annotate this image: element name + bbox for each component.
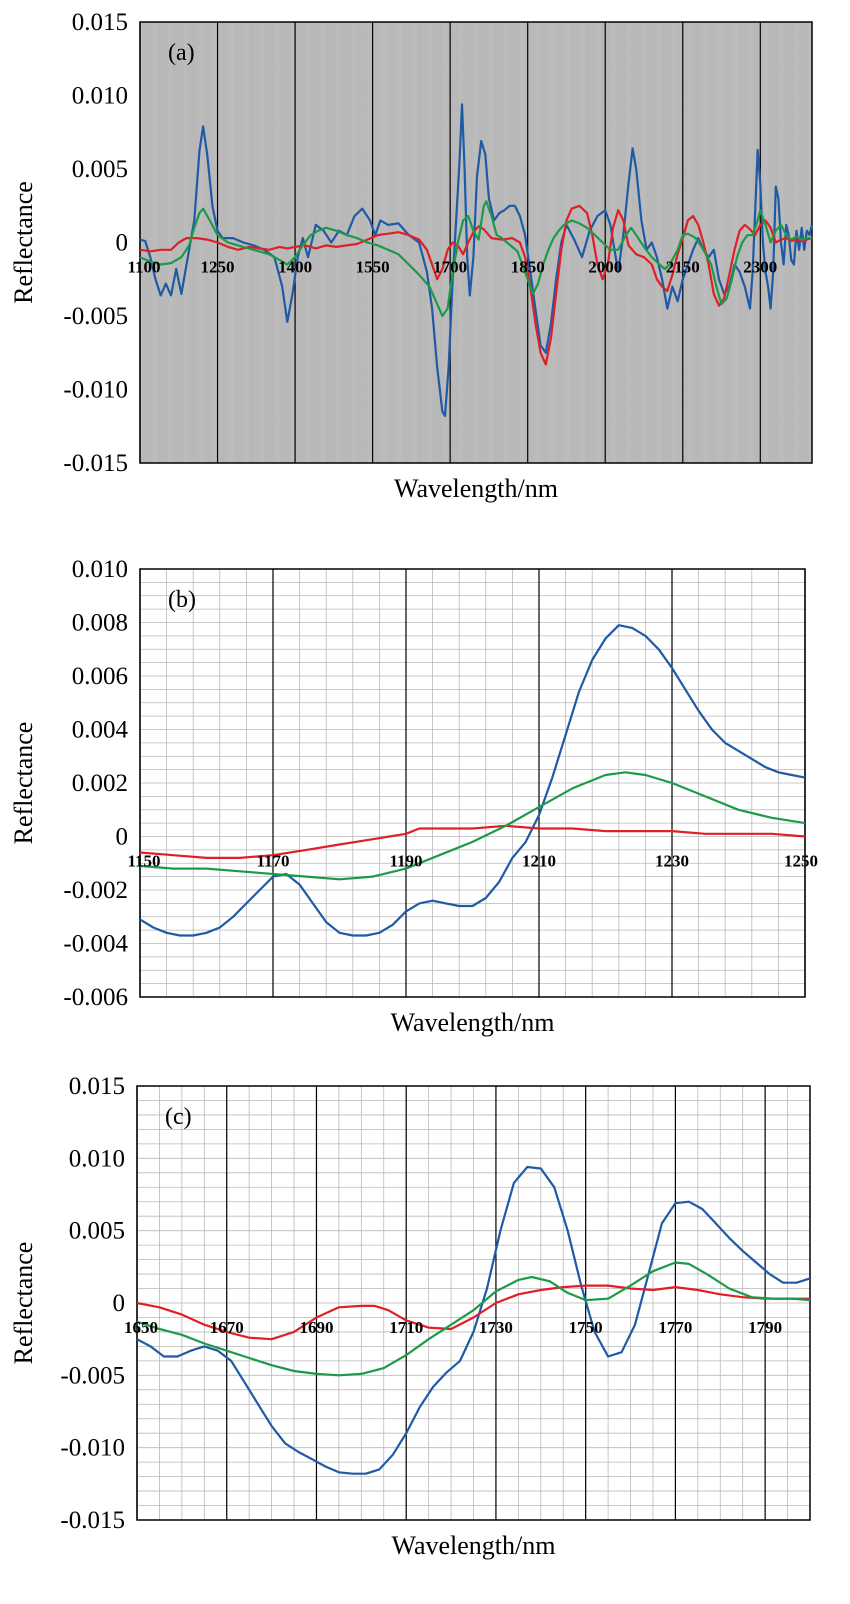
y-tick-label: 0.010 — [69, 1145, 125, 1172]
x-tick-label: 1730 — [479, 1318, 513, 1337]
x-tick-label: 1550 — [356, 258, 390, 277]
y-tick-label: 0.008 — [72, 610, 128, 637]
y-tick-label: -0.006 — [63, 984, 128, 1011]
x-tick-label: 2300 — [743, 258, 777, 277]
y-tick-label: 0 — [116, 230, 129, 257]
y-tick-label: 0.005 — [69, 1218, 125, 1245]
y-tick-label: 0.005 — [72, 156, 128, 183]
y-axis-title: Reflectance — [9, 181, 38, 304]
x-tick-label: 1400 — [278, 258, 312, 277]
x-tick-label: 1170 — [256, 852, 289, 871]
x-tick-label: 2150 — [666, 258, 700, 277]
x-tick-label: 1150 — [127, 852, 160, 871]
x-axis-title: Wavelength/nm — [394, 474, 558, 503]
x-tick-label: 1230 — [655, 852, 689, 871]
y-tick-label: 0.010 — [72, 556, 128, 583]
y-tick-label: -0.005 — [60, 1362, 125, 1389]
x-tick-label: 1100 — [127, 258, 160, 277]
y-tick-label: 0 — [113, 1290, 126, 1317]
y-tick-label: 0.004 — [72, 717, 129, 744]
y-axis-title: Reflectance — [9, 1242, 38, 1365]
y-tick-label: -0.015 — [60, 1507, 125, 1534]
x-tick-label: 1250 — [201, 258, 235, 277]
y-tick-label: 0.002 — [72, 770, 128, 797]
y-tick-label: -0.010 — [63, 377, 128, 404]
x-tick-label: 1750 — [569, 1318, 603, 1337]
panel-label: (c) — [165, 1104, 192, 1130]
series-line-2 — [139, 204, 813, 366]
x-tick-label: 2000 — [588, 258, 622, 277]
x-tick-label: 1670 — [210, 1318, 244, 1337]
minor-grid — [140, 569, 805, 997]
chart-panel-3: 0.015 0.010 0.005 0 -0.005 -0.010 -0.015 1650 16… — [9, 1073, 811, 1560]
panel-label: (b) — [168, 587, 196, 613]
series-line-2 — [136, 1284, 810, 1341]
x-tick-label: 1770 — [658, 1318, 692, 1337]
x-tick-label: 1690 — [299, 1318, 333, 1337]
series-line-1 — [136, 1165, 811, 1475]
plot-frame — [139, 568, 806, 998]
x-tick-label: 1710 — [389, 1318, 423, 1337]
y-tick-label: 0.015 — [72, 9, 128, 36]
plot-frame — [139, 21, 813, 464]
series-line-3 — [139, 200, 812, 318]
x-tick-label: 1190 — [389, 852, 422, 871]
y-tick-label: -0.004 — [63, 931, 128, 958]
y-axis-title: Reflectance — [9, 722, 38, 845]
y-tick-label: -0.005 — [63, 303, 128, 330]
y-tick-label: -0.002 — [63, 877, 128, 904]
y-tick-label: -0.010 — [60, 1435, 125, 1462]
series-line-2 — [139, 824, 806, 859]
x-tick-label: 1210 — [522, 852, 556, 871]
x-tick-label: 1250 — [784, 852, 818, 871]
y-tick-label: 0 — [116, 824, 129, 851]
series-line-1 — [139, 624, 806, 937]
series-line-3 — [136, 1261, 811, 1377]
chart-panel-2: 0.010 0.008 0.006 0.004 0.002 0 -0.002 -0.004 -0… — [9, 556, 818, 1037]
series-line-1 — [139, 103, 814, 418]
y-tick-label: 0.006 — [72, 663, 128, 690]
y-tick-label: 0.015 — [69, 1073, 125, 1100]
y-tick-label: -0.015 — [63, 450, 128, 477]
series-line-3 — [139, 771, 806, 881]
x-tick-label: 1700 — [433, 258, 467, 277]
x-tick-label: 1850 — [511, 258, 545, 277]
x-axis-title: Wavelength/nm — [391, 1008, 555, 1037]
x-axis-title: Wavelength/nm — [392, 1531, 556, 1560]
x-tick-label: 1790 — [748, 1318, 782, 1337]
y-tick-label: 0.010 — [72, 83, 128, 110]
chart-panel-1: 0.015 0.010 0.005 0 -0.005 -0.010 -0.015 1100 12… — [9, 9, 814, 503]
x-tick-label: 1650 — [124, 1318, 158, 1337]
panel-label: (a) — [168, 40, 195, 66]
